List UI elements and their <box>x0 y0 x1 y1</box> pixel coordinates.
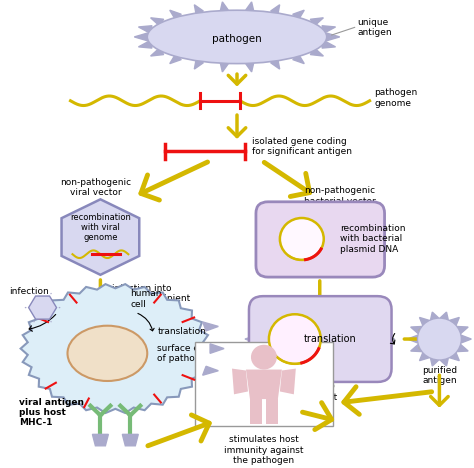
Polygon shape <box>310 48 323 56</box>
Text: stimulates host
immunity against
the pathogen: stimulates host immunity against the pat… <box>224 435 304 465</box>
Ellipse shape <box>418 318 461 360</box>
Polygon shape <box>232 369 248 395</box>
Text: viral antigen
plus host
MHC-1: viral antigen plus host MHC-1 <box>18 397 83 427</box>
Polygon shape <box>249 326 261 333</box>
Polygon shape <box>271 5 280 14</box>
Polygon shape <box>170 10 181 19</box>
Text: human
cell: human cell <box>130 290 162 309</box>
Polygon shape <box>368 354 380 362</box>
Polygon shape <box>327 33 340 41</box>
Polygon shape <box>250 399 262 424</box>
Ellipse shape <box>67 326 147 381</box>
Polygon shape <box>457 327 468 333</box>
Polygon shape <box>440 358 448 366</box>
Text: pathogen
genome: pathogen genome <box>374 88 418 108</box>
FancyBboxPatch shape <box>256 202 384 277</box>
Polygon shape <box>316 300 324 307</box>
Text: non-pathogenic
bacterial vector: non-pathogenic bacterial vector <box>304 186 375 206</box>
Polygon shape <box>271 59 280 69</box>
Polygon shape <box>259 316 271 324</box>
Polygon shape <box>336 302 343 310</box>
Polygon shape <box>419 353 429 361</box>
Circle shape <box>251 345 277 370</box>
Polygon shape <box>368 316 380 324</box>
Polygon shape <box>297 302 304 310</box>
Polygon shape <box>92 434 109 446</box>
Polygon shape <box>297 368 304 376</box>
Polygon shape <box>354 307 364 316</box>
Text: translation: translation <box>157 327 206 336</box>
Polygon shape <box>170 55 181 64</box>
Text: injection into
(or ingestion by)
vaccine-recipient: injection into (or ingestion by) vaccine… <box>260 372 338 402</box>
Circle shape <box>269 314 321 364</box>
Polygon shape <box>410 327 421 333</box>
Polygon shape <box>322 41 336 48</box>
Polygon shape <box>259 354 271 362</box>
Polygon shape <box>203 322 219 331</box>
Polygon shape <box>203 366 219 375</box>
Text: pathogen: pathogen <box>212 34 262 44</box>
Polygon shape <box>194 59 203 69</box>
Polygon shape <box>461 335 471 343</box>
Polygon shape <box>316 371 324 378</box>
Polygon shape <box>354 362 364 371</box>
Polygon shape <box>431 312 438 320</box>
Polygon shape <box>419 317 429 325</box>
Ellipse shape <box>147 10 327 64</box>
Text: replication: replication <box>332 309 380 318</box>
Polygon shape <box>249 345 261 352</box>
Polygon shape <box>151 48 164 56</box>
Polygon shape <box>378 326 391 333</box>
Polygon shape <box>383 335 394 343</box>
Polygon shape <box>322 26 336 33</box>
Polygon shape <box>410 345 421 351</box>
Polygon shape <box>310 18 323 26</box>
Text: injection into
vaccine-recipient: injection into vaccine-recipient <box>112 284 191 303</box>
Polygon shape <box>28 296 56 319</box>
Polygon shape <box>194 5 203 14</box>
Text: translation: translation <box>303 334 356 344</box>
Text: purified
antigen: purified antigen <box>422 366 457 385</box>
Polygon shape <box>280 369 296 395</box>
Polygon shape <box>450 317 459 325</box>
Polygon shape <box>378 345 391 352</box>
Polygon shape <box>276 307 286 316</box>
Text: recombination
with bacterial
plasmid DNA: recombination with bacterial plasmid DNA <box>340 224 405 254</box>
Polygon shape <box>440 312 448 320</box>
Text: infection: infection <box>9 287 48 296</box>
Polygon shape <box>293 55 304 64</box>
FancyBboxPatch shape <box>249 296 392 382</box>
Polygon shape <box>21 284 210 413</box>
Circle shape <box>280 218 324 260</box>
Text: recombination
with viral
genome: recombination with viral genome <box>70 212 131 242</box>
Polygon shape <box>293 10 304 19</box>
Polygon shape <box>266 399 278 424</box>
Polygon shape <box>151 18 164 26</box>
Polygon shape <box>408 335 418 343</box>
Text: isolated gene coding
for significant antigen: isolated gene coding for significant ant… <box>252 137 352 156</box>
Polygon shape <box>246 370 282 399</box>
Polygon shape <box>450 353 459 361</box>
Polygon shape <box>431 358 438 366</box>
Polygon shape <box>336 368 343 376</box>
Polygon shape <box>246 2 254 11</box>
Polygon shape <box>246 63 254 72</box>
Polygon shape <box>138 41 152 48</box>
Polygon shape <box>138 26 152 33</box>
Text: non-pathogenic
viral vector: non-pathogenic viral vector <box>60 178 131 197</box>
Polygon shape <box>457 345 468 351</box>
Text: unique
antigen: unique antigen <box>358 18 392 37</box>
Polygon shape <box>62 199 139 275</box>
Bar <box>195 342 333 426</box>
Polygon shape <box>220 2 228 11</box>
Polygon shape <box>276 362 286 371</box>
Polygon shape <box>122 434 138 446</box>
Text: surface expression
of pathogen antigen: surface expression of pathogen antigen <box>157 344 250 363</box>
Polygon shape <box>134 33 147 41</box>
Polygon shape <box>245 335 257 343</box>
Polygon shape <box>210 344 224 353</box>
Polygon shape <box>220 63 228 72</box>
